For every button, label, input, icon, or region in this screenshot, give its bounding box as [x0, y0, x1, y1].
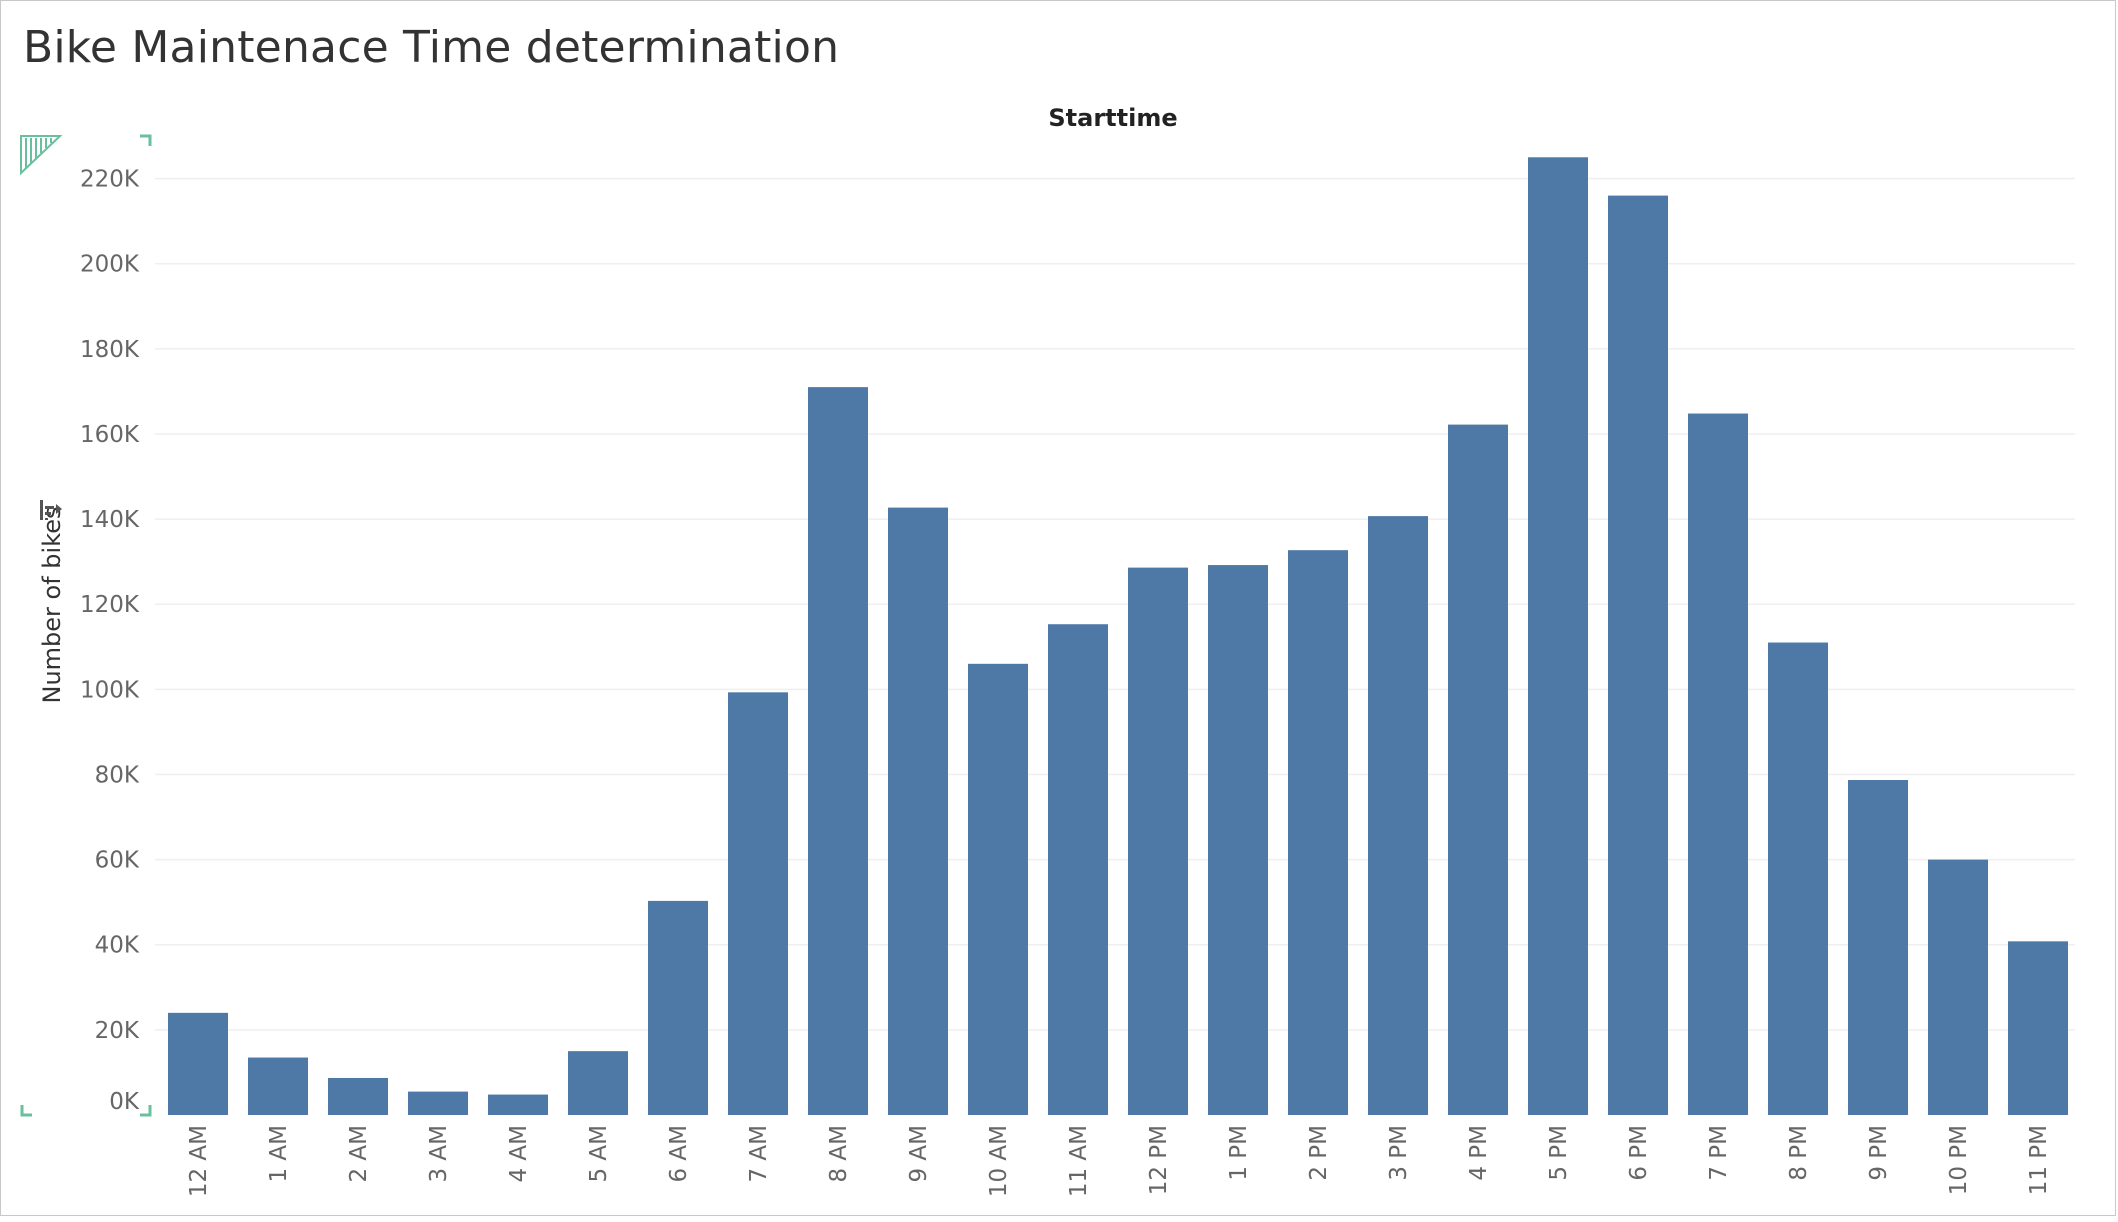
x-tick-label: 6 AM [666, 1125, 692, 1183]
x-tick-label: 3 PM [1386, 1125, 1412, 1181]
x-tick-label: 4 PM [1466, 1125, 1492, 1181]
y-tick-label: 120K [80, 592, 140, 618]
x-tick-label: 9 AM [906, 1125, 932, 1183]
bar-1-am[interactable] [248, 1057, 308, 1115]
x-tick-label: 11 AM [1066, 1125, 1092, 1197]
bar-7-am[interactable] [728, 692, 788, 1115]
bar-2-am[interactable] [328, 1077, 388, 1115]
y-tick-label: 100K [80, 677, 140, 703]
x-tick-label: 8 AM [826, 1125, 852, 1183]
bar-5-pm[interactable] [1528, 157, 1588, 1116]
sort-icon[interactable] [40, 500, 62, 520]
bar-3-pm[interactable] [1368, 516, 1428, 1115]
y-tick-label: 160K [80, 422, 140, 448]
y-tick-label: 80K [95, 762, 140, 788]
bar-8-am[interactable] [808, 387, 868, 1116]
x-tick-label: 12 PM [1146, 1125, 1172, 1195]
bar-1-pm[interactable] [1208, 565, 1268, 1115]
bar-9-pm[interactable] [1848, 780, 1908, 1115]
x-tick-label: 12 AM [186, 1125, 212, 1197]
bars [168, 157, 2068, 1116]
x-tick-label: 2 AM [346, 1125, 372, 1183]
x-tick-label: 9 PM [1866, 1125, 1892, 1181]
bar-9-am[interactable] [888, 507, 948, 1115]
x-tick-label: 1 AM [266, 1125, 292, 1183]
bar-4-pm[interactable] [1448, 424, 1508, 1115]
bar-11-am[interactable] [1048, 624, 1108, 1115]
x-tick-label: 1 PM [1226, 1125, 1252, 1181]
bar-5-am[interactable] [568, 1051, 628, 1115]
bar-6-pm[interactable] [1608, 195, 1668, 1115]
x-axis-title: Starttime [1048, 104, 1177, 132]
x-tick-label: 7 AM [746, 1125, 772, 1183]
y-tick-label: 40K [95, 933, 140, 959]
y-axis-title: Number of bikes [38, 506, 66, 703]
y-tick-label: 60K [95, 848, 140, 874]
bar-8-pm[interactable] [1768, 642, 1828, 1115]
chart-title: Bike Maintenace Time determination [23, 22, 840, 73]
y-tick-label: 20K [95, 1018, 140, 1044]
corner-marker-icon [20, 134, 152, 1117]
x-axis-ticks: 12 AM 1 AM 2 AM 3 AM 4 AM 5 AM 6 AM 7 AM 8 AM 9 A… [186, 1125, 2052, 1197]
x-tick-label: 5 PM [1546, 1125, 1572, 1181]
y-tick-label: 180K [80, 337, 140, 363]
bar-6-am[interactable] [648, 900, 708, 1115]
bar-12-am[interactable] [168, 1012, 228, 1115]
gridlines [155, 177, 2075, 1031]
bar-4-am[interactable] [488, 1094, 548, 1115]
x-tick-label: 8 PM [1786, 1125, 1812, 1181]
x-tick-label: 10 PM [1946, 1125, 1972, 1195]
y-tick-label: 140K [80, 507, 140, 533]
bar-3-am[interactable] [408, 1091, 468, 1115]
x-tick-label: 6 PM [1626, 1125, 1652, 1181]
x-tick-label: 2 PM [1306, 1125, 1332, 1181]
x-tick-label: 10 AM [986, 1125, 1012, 1197]
x-tick-label: 4 AM [506, 1125, 532, 1183]
bar-11-pm[interactable] [2008, 941, 2068, 1115]
y-axis-ticks: 0K 20K 40K 60K 80K 100K 120K 140K 160K 180K 200K 22… [80, 167, 140, 1115]
x-tick-label: 7 PM [1706, 1125, 1732, 1181]
bar-2-pm[interactable] [1288, 550, 1348, 1115]
y-tick-label: 0K [109, 1089, 140, 1115]
x-tick-label: 11 PM [2026, 1125, 2052, 1195]
x-tick-label: 5 AM [586, 1125, 612, 1183]
y-tick-label: 220K [80, 167, 140, 193]
bar-10-pm[interactable] [1928, 859, 1988, 1115]
x-tick-label: 3 AM [426, 1125, 452, 1183]
bar-7-pm[interactable] [1688, 413, 1748, 1115]
bar-12-pm[interactable] [1128, 567, 1188, 1115]
y-tick-label: 200K [80, 252, 140, 278]
bar-10-am[interactable] [968, 663, 1028, 1115]
